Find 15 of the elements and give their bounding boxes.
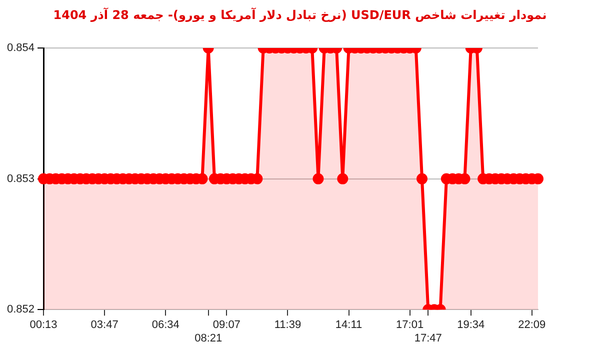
x-tick-label: 22:09 (518, 319, 546, 332)
y-tick-label: 0.852 (6, 304, 35, 316)
x-tick-label: 19:34 (457, 319, 485, 332)
x-tick-label: 17:47 (414, 332, 442, 344)
y-tick-label: 0.853 (6, 172, 35, 185)
x-tick-label: 14:11 (335, 319, 362, 332)
x-tick-label: 09:07 (212, 319, 240, 332)
y-tick-label: 0.854 (6, 42, 35, 54)
x-tick-label: 17:01 (396, 319, 424, 332)
x-tick-label: 00:13 (30, 319, 58, 332)
x-tick-label: 03:47 (90, 319, 118, 332)
chart-title: نمودار تغییرات شاخص USD/EUR (نرخ تبادل دلار آمریکا و یورو)- جمعه 28 آذر 1404 (52, 6, 548, 24)
x-tick-label: 11:39 (274, 319, 302, 332)
x-tick-label: 06:34 (152, 319, 180, 332)
x-tick-label: 08:21 (194, 332, 222, 344)
